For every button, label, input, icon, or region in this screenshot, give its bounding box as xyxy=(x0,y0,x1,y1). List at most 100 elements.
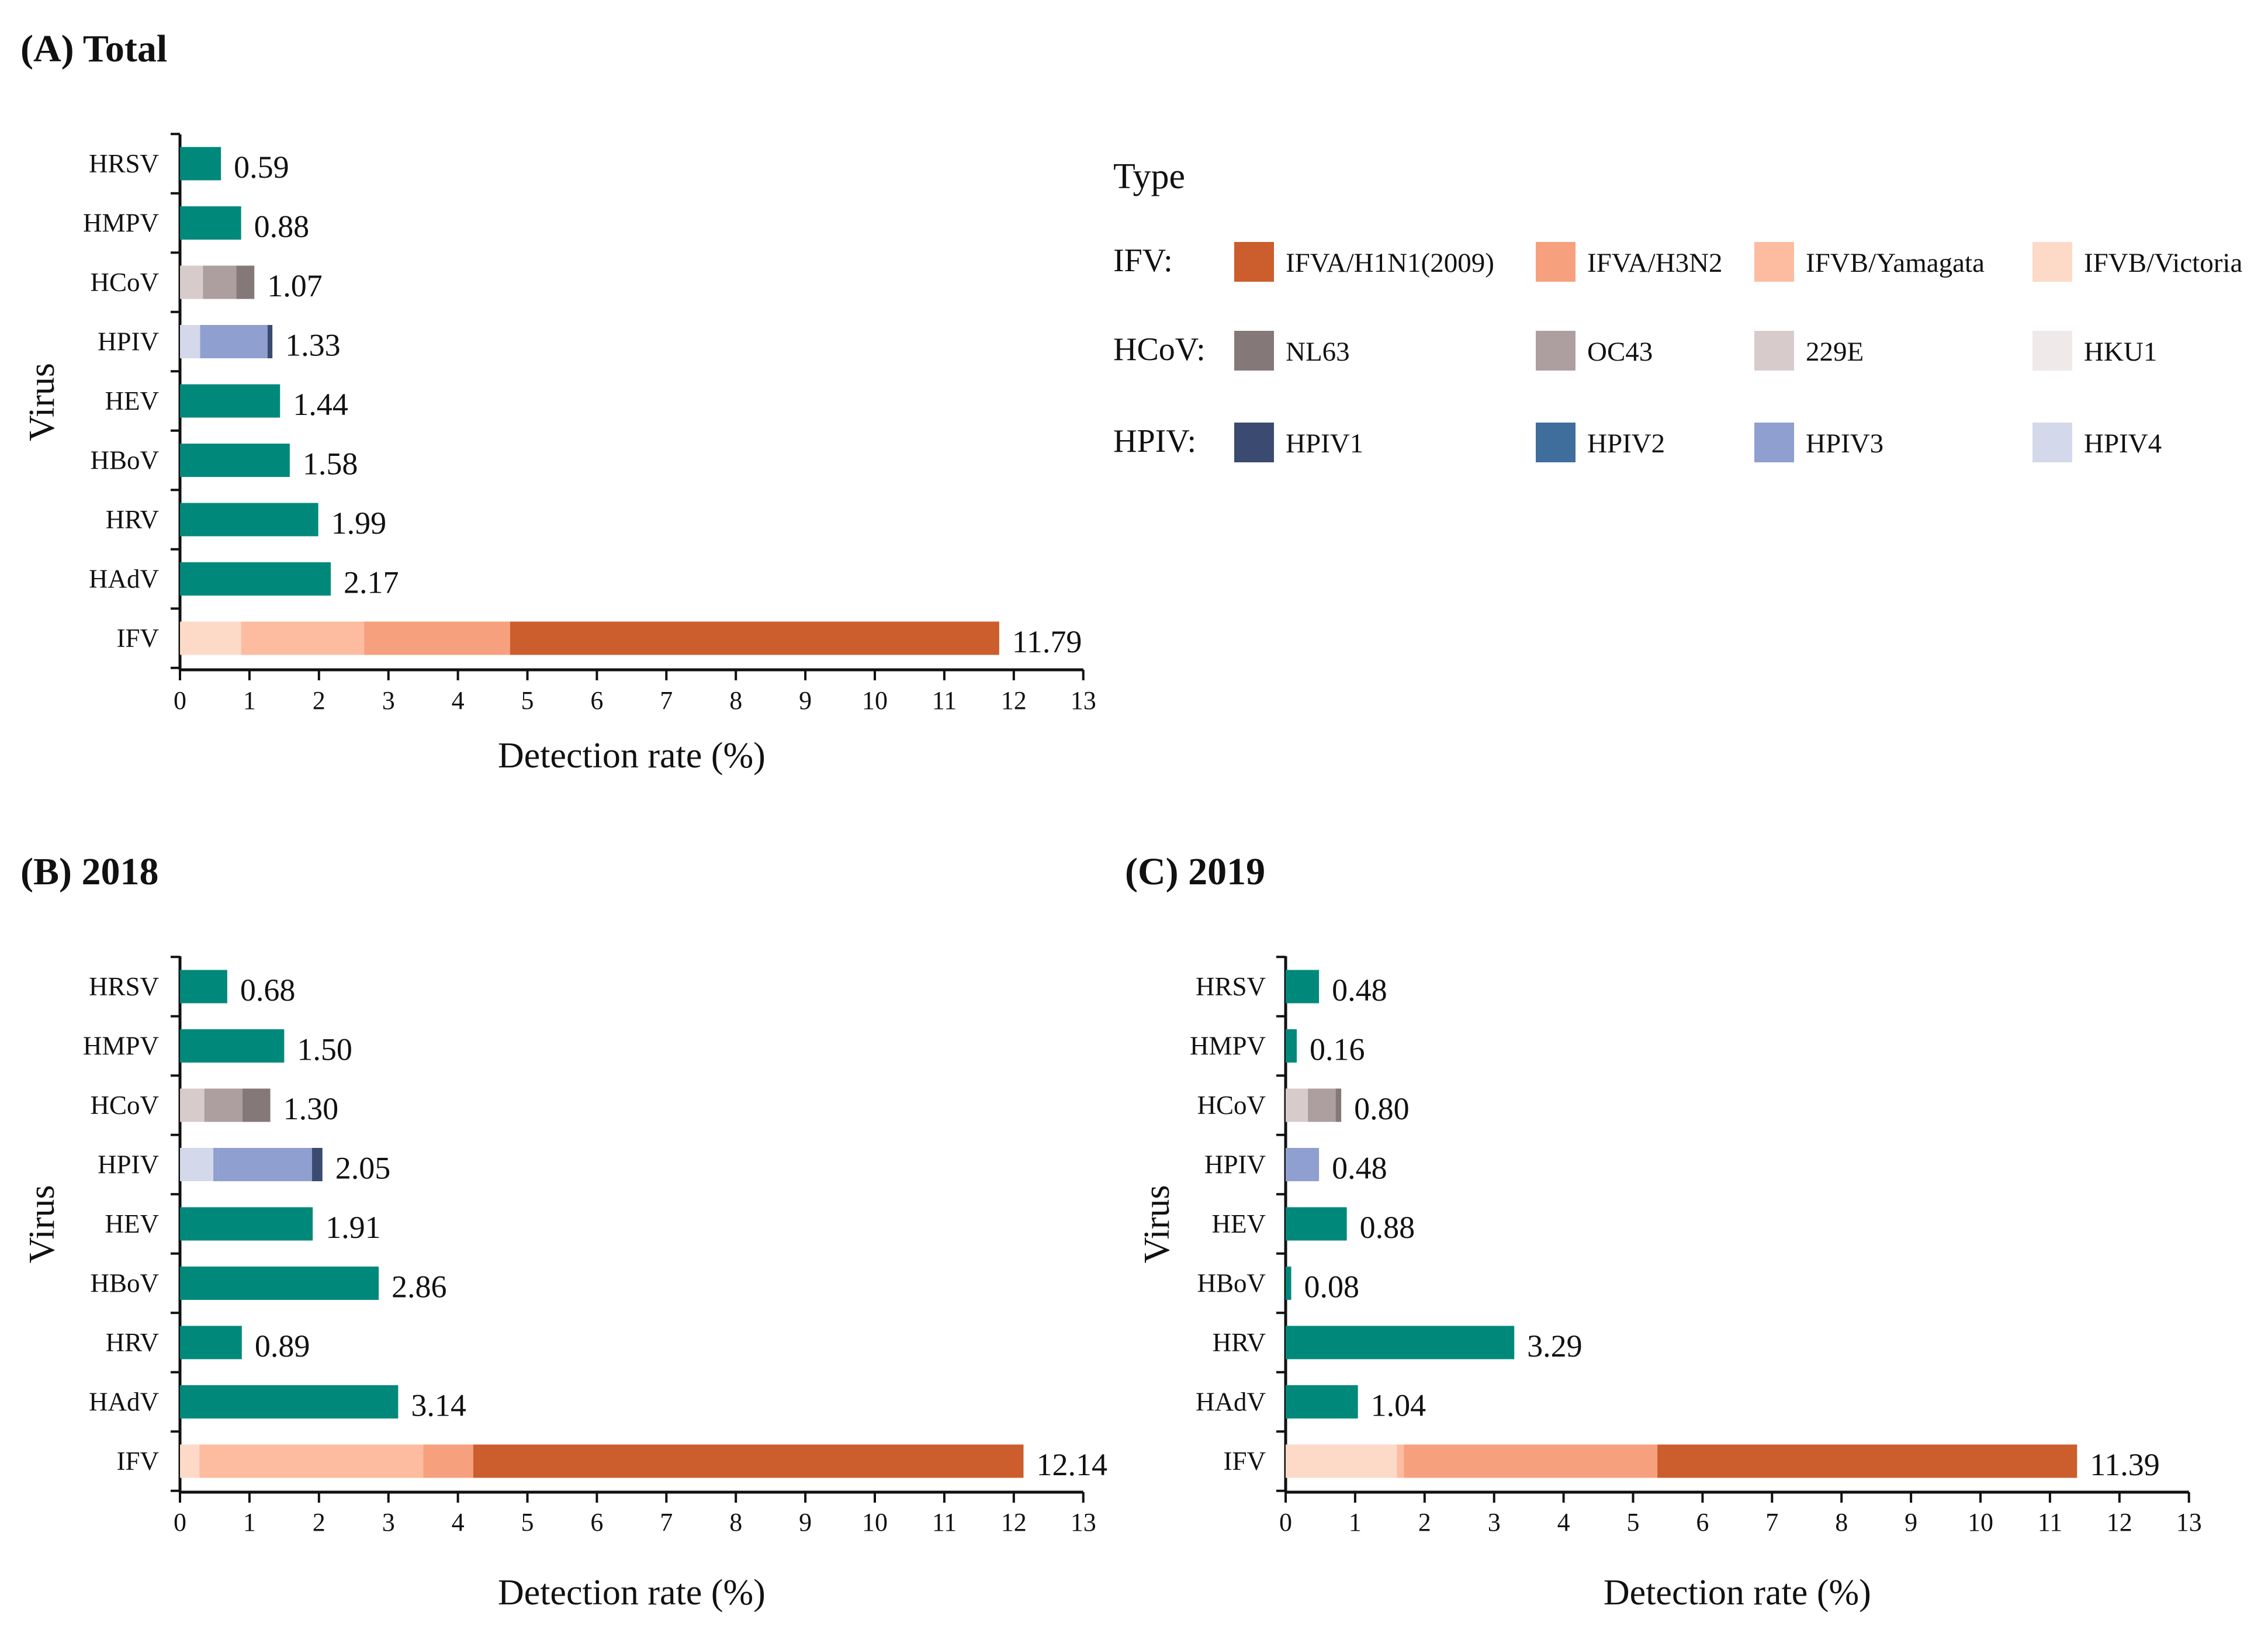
data-label-hcov: 0.80 xyxy=(1354,1091,1410,1126)
panel-title: (B) 2018 xyxy=(20,850,158,893)
bar-segment-ifv-ifvb-victoria xyxy=(1286,1444,1397,1478)
x-tick-label: 12 xyxy=(1001,1508,1027,1537)
category-label-ifv: IFV xyxy=(116,624,159,653)
bar-hrsv xyxy=(180,147,221,181)
x-tick-label: 3 xyxy=(382,686,395,715)
y-axis-label: Virus xyxy=(22,1185,62,1263)
legend-swatch-hpiv3 xyxy=(1754,423,1794,462)
data-label-hev: 1.91 xyxy=(326,1210,381,1245)
legend-swatch-hpiv2 xyxy=(1536,423,1576,462)
legend-swatch-hpiv4 xyxy=(2032,423,2072,462)
bar-segment-hpiv-hpiv1 xyxy=(311,1148,323,1181)
bar-segment-ifv-ifva-h1n1-2009 xyxy=(1657,1444,2077,1478)
data-label-hmpv: 0.88 xyxy=(254,209,309,244)
category-label-hrsv: HRSV xyxy=(1196,972,1266,1001)
x-tick-label: 7 xyxy=(660,1508,673,1537)
bar-segment-hpiv-hpiv4 xyxy=(180,325,200,358)
category-label-hpiv: HPIV xyxy=(98,1150,159,1179)
data-label-hrv: 0.89 xyxy=(255,1329,310,1364)
category-label-hbov: HBoV xyxy=(90,446,159,475)
x-tick-label: 5 xyxy=(1627,1508,1640,1537)
legend-entry-hpiv3: HPIV3 xyxy=(1806,428,1883,459)
category-label-hrv: HRV xyxy=(1213,1328,1266,1357)
x-tick-label: 10 xyxy=(862,1508,888,1537)
bar-hmpv xyxy=(180,1029,285,1063)
panel-title: (A) Total xyxy=(20,27,167,70)
legend-entry-hpiv2: HPIV2 xyxy=(1587,428,1665,459)
data-label-hrv: 3.29 xyxy=(1527,1329,1583,1364)
bar-hmpv xyxy=(1286,1029,1297,1063)
x-tick-label: 2 xyxy=(313,1508,326,1537)
category-label-hrv: HRV xyxy=(106,1328,159,1357)
bar-hbov xyxy=(180,444,290,477)
data-label-hmpv: 1.50 xyxy=(297,1032,352,1067)
x-tick-label: 11 xyxy=(932,1508,957,1537)
bar-segment-hcov-229e xyxy=(180,1088,205,1122)
category-label-hev: HEV xyxy=(105,386,159,416)
bar-segment-ifv-ifva-h3n2 xyxy=(423,1444,473,1478)
bar-hrv xyxy=(1286,1326,1515,1359)
data-label-hbov: 1.58 xyxy=(303,447,358,482)
legend-entry-oc43: OC43 xyxy=(1587,337,1653,367)
x-tick-label: 2 xyxy=(313,686,326,715)
x-tick-label: 0 xyxy=(1279,1508,1292,1537)
x-axis-label: Detection rate (%) xyxy=(1604,1573,1871,1613)
x-tick-label: 7 xyxy=(660,686,673,715)
x-tick-label: 6 xyxy=(1696,1508,1709,1537)
legend-swatch-oc43 xyxy=(1536,331,1576,371)
data-label-hbov: 2.86 xyxy=(392,1269,447,1305)
bar-segment-ifv-ifva-h1n1-2009 xyxy=(473,1444,1024,1478)
data-label-hev: 0.88 xyxy=(1360,1210,1415,1245)
bar-hev xyxy=(1286,1207,1347,1241)
data-label-hpiv: 2.05 xyxy=(335,1151,391,1186)
bar-segment-hcov-nl63 xyxy=(1335,1088,1342,1122)
bar-hbov xyxy=(1286,1267,1291,1300)
legend-swatch-hpiv1 xyxy=(1234,423,1274,462)
bar-segment-ifv-ifva-h1n1-2009 xyxy=(510,621,999,655)
data-label-hadv: 2.17 xyxy=(344,565,399,600)
data-label-ifv: 11.39 xyxy=(2090,1447,2160,1482)
legend-title: Type xyxy=(1113,157,1185,196)
x-tick-label: 12 xyxy=(1001,686,1027,715)
legend-swatch-ifvb-victoria xyxy=(2032,242,2072,282)
bar-segment-hpiv-hpiv3 xyxy=(200,325,268,358)
legend-entry-ifvb-yamagata: IFVB/Yamagata xyxy=(1806,248,1985,278)
x-tick-label: 11 xyxy=(932,686,957,715)
data-label-hrv: 1.99 xyxy=(331,506,387,541)
legend-entry-hku1: HKU1 xyxy=(2084,337,2157,367)
bar-hev xyxy=(180,1207,313,1241)
x-tick-label: 6 xyxy=(590,1508,603,1537)
legend-swatch-nl63 xyxy=(1234,331,1274,371)
legend-entry-ifva-h3n2: IFVA/H3N2 xyxy=(1587,248,1723,278)
bar-segment-hcov-nl63 xyxy=(243,1088,271,1122)
x-tick-label: 4 xyxy=(452,686,465,715)
x-tick-label: 13 xyxy=(1071,686,1096,715)
legend-entry-ifva-h1n1-2009: IFVA/H1N1(2009) xyxy=(1286,248,1494,278)
x-tick-label: 11 xyxy=(2038,1508,2062,1537)
x-tick-label: 5 xyxy=(521,686,534,715)
bar-segment-hcov-229e xyxy=(1286,1088,1308,1122)
bar-hadv xyxy=(1286,1385,1358,1419)
x-tick-label: 13 xyxy=(1071,1508,1096,1537)
category-label-hmpv: HMPV xyxy=(1190,1032,1266,1061)
bar-segment-ifv-ifvb-yamagata xyxy=(241,621,365,655)
x-tick-label: 7 xyxy=(1765,1508,1778,1537)
data-label-hadv: 3.14 xyxy=(411,1388,466,1423)
x-tick-label: 6 xyxy=(590,686,603,715)
bar-hadv xyxy=(180,1385,399,1419)
category-label-hpiv: HPIV xyxy=(98,327,159,357)
y-axis-label: Virus xyxy=(1137,1185,1177,1263)
x-tick-label: 0 xyxy=(174,1508,186,1537)
x-tick-label: 9 xyxy=(1905,1508,1917,1537)
category-label-hadv: HAdV xyxy=(89,1388,159,1417)
bar-hadv xyxy=(180,562,331,596)
bar-segment-hpiv-hpiv3 xyxy=(213,1148,219,1181)
data-label-hmpv: 0.16 xyxy=(1310,1032,1365,1067)
category-label-ifv: IFV xyxy=(1223,1447,1266,1476)
category-label-hcov: HCoV xyxy=(90,1091,159,1120)
legend-entry-hpiv1: HPIV1 xyxy=(1286,428,1363,459)
category-label-hbov: HBoV xyxy=(1197,1269,1266,1298)
category-label-hbov: HBoV xyxy=(90,1269,159,1298)
